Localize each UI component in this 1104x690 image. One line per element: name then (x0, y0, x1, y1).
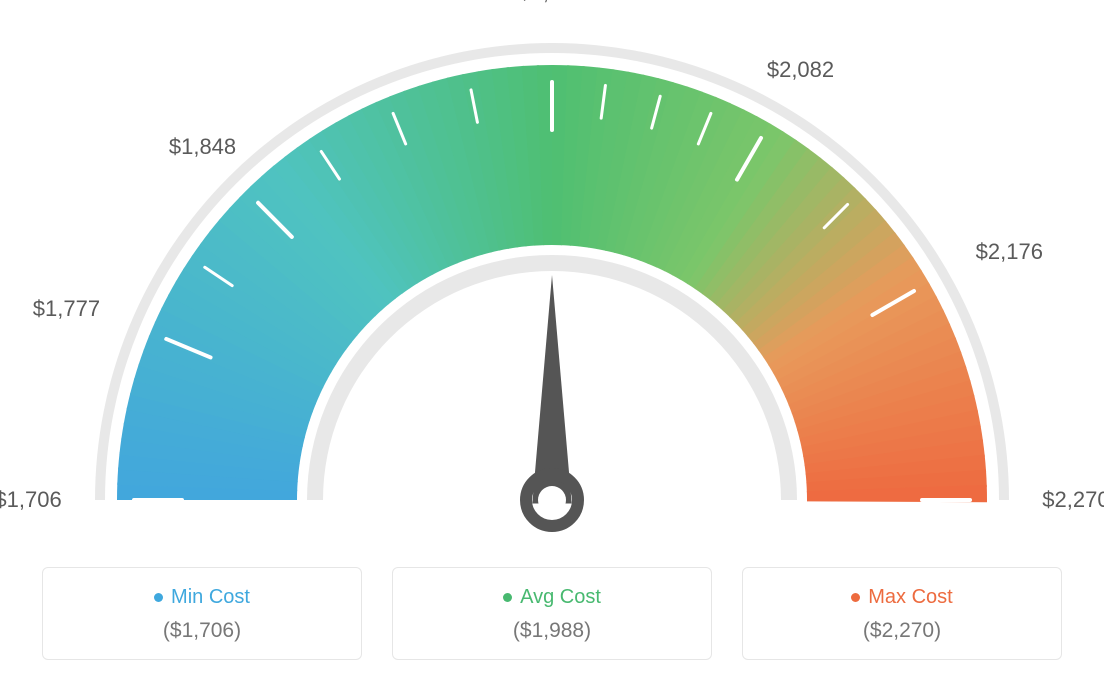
tick-label: $1,988 (518, 0, 585, 6)
tick-label: $1,706 (0, 487, 62, 513)
legend-title-avg: Avg Cost (403, 586, 701, 609)
legend-dot-avg (503, 593, 512, 602)
legend-card-max: Max Cost ($2,270) (742, 567, 1062, 660)
tick-label: $2,082 (767, 57, 834, 83)
legend-dot-min (154, 593, 163, 602)
legend-value-avg: ($1,988) (403, 619, 701, 643)
legend-title-max: Max Cost (753, 586, 1051, 609)
legend-title-text-min: Min Cost (171, 586, 250, 609)
legend-row: Min Cost ($1,706) Avg Cost ($1,988) Max … (42, 567, 1062, 660)
legend-card-avg: Avg Cost ($1,988) (392, 567, 712, 660)
gauge-area: $1,706$1,777$1,848$1,988$2,082$2,176$2,2… (52, 30, 1052, 550)
tick-label: $2,270 (1042, 487, 1104, 513)
legend-value-min: ($1,706) (53, 619, 351, 643)
legend-card-min: Min Cost ($1,706) (42, 567, 362, 660)
tick-label: $2,176 (976, 239, 1043, 265)
legend-title-text-avg: Avg Cost (520, 586, 601, 609)
legend-title-min: Min Cost (53, 586, 351, 609)
gauge-svg (52, 30, 1052, 570)
legend-title-text-max: Max Cost (868, 586, 952, 609)
legend-value-max: ($2,270) (753, 619, 1051, 643)
legend-dot-max (851, 593, 860, 602)
tick-label: $1,848 (169, 134, 236, 160)
tick-label: $1,777 (33, 296, 100, 322)
gauge-chart-container: $1,706 $1,777 $1,848 $1,988 $2,082 $2,176 $2,2… (0, 0, 1104, 690)
